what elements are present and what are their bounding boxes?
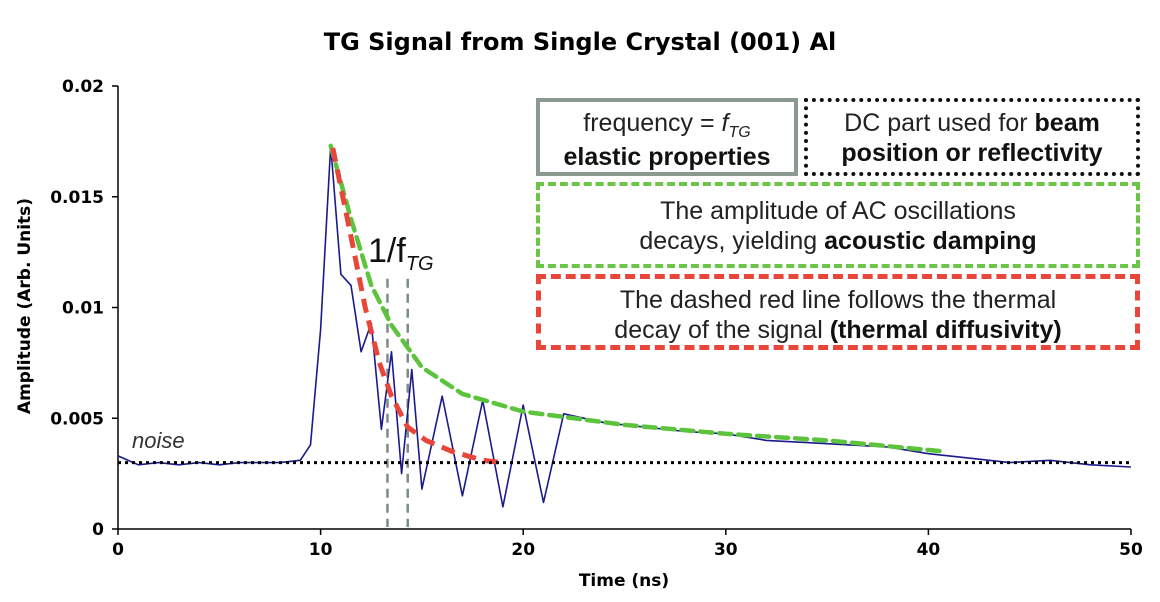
x-tick-label: 20 xyxy=(511,540,535,560)
y-tick-label: 0.015 xyxy=(50,188,104,208)
dc-part-callout: DC part used for beam position or reflec… xyxy=(804,98,1140,176)
chart-title: TG Signal from Single Crystal (001) Al xyxy=(324,28,837,56)
ac-text-line2: decays, yielding xyxy=(639,227,825,255)
y-tick-label: 0 xyxy=(92,520,104,540)
thermal-diffusivity-callout: The dashed red line follows the thermal … xyxy=(536,274,1140,350)
y-tick-label: 0.005 xyxy=(50,409,104,429)
y-tick-label: 0.02 xyxy=(62,77,104,97)
tick-labels: 0 10 20 30 40 50 0 0.005 0.01 0.015 0.02 xyxy=(50,77,1143,560)
axes xyxy=(112,85,1132,535)
freq-subscript: TG xyxy=(728,124,751,141)
x-tick-label: 30 xyxy=(714,540,738,560)
y-axis-label: Amplitude (Arb. Units) xyxy=(15,198,35,414)
period-annotation: 1/fTG xyxy=(368,232,434,275)
freq-symbol: f xyxy=(721,109,729,137)
acoustic-damping-callout: The amplitude of AC oscillations decays,… xyxy=(536,182,1140,268)
x-tick-label: 0 xyxy=(112,540,124,560)
red-bold: (thermal diffusivity) xyxy=(829,316,1062,344)
x-tick-label: 40 xyxy=(917,540,941,560)
x-axis-label: Time (ns) xyxy=(579,571,669,591)
red-text-line2: decay of the signal xyxy=(614,316,830,344)
plot-area xyxy=(117,143,1132,527)
y-tick-label: 0.01 xyxy=(62,299,104,319)
x-tick-label: 10 xyxy=(309,540,333,560)
frequency-callout: frequency = fTG elastic properties xyxy=(536,98,798,176)
ac-bold: acoustic damping xyxy=(824,227,1037,255)
elastic-properties-text: elastic properties xyxy=(563,143,771,172)
dc-text: DC part used for xyxy=(844,109,1035,137)
ac-text-line1: The amplitude of AC oscillations xyxy=(660,197,1016,225)
freq-text: frequency = xyxy=(583,109,722,137)
thermal-decay-line xyxy=(330,147,504,466)
red-text-line1: The dashed red line follows the thermal xyxy=(619,286,1057,314)
dc-bold-beam: beam xyxy=(1034,109,1100,137)
x-tick-label: 50 xyxy=(1119,540,1143,560)
acoustic-envelope-line xyxy=(328,143,947,454)
noise-annotation: noise xyxy=(132,428,185,453)
dc-bold-position: position or reflectivity xyxy=(841,139,1103,167)
